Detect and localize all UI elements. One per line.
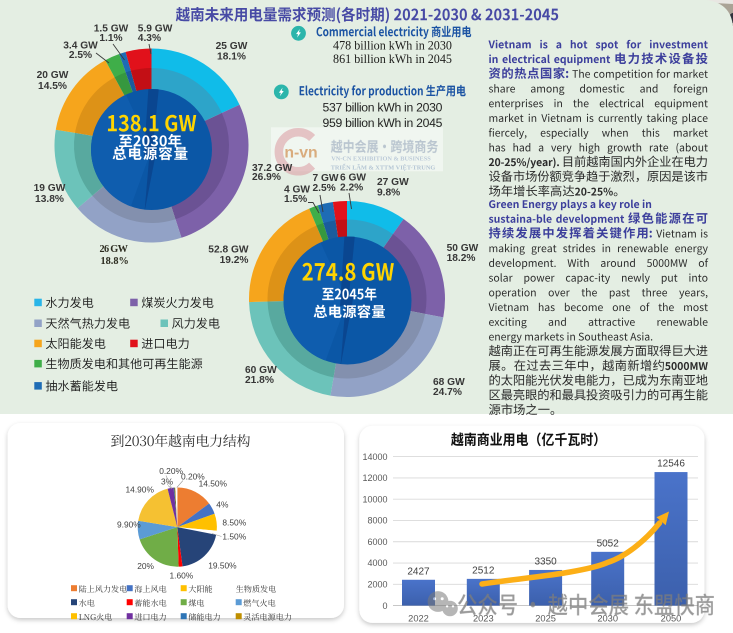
svg-text:1.1%: 1.1% [99,33,122,44]
svg-text:14.5%: 14.5% [38,81,67,92]
svg-text:9.8%: 9.8% [377,187,400,198]
svg-text:3.4 GW: 3.4 GW [63,41,98,52]
svg-text:2022: 2022 [408,613,429,623]
svg-text:14.90%: 14.90% [126,485,155,495]
svg-text:861 billion kWh in 2045: 861 billion kWh in 2045 [333,52,452,66]
svg-text:19 GW: 19 GW [34,183,66,194]
svg-text:0.20%: 0.20% [159,466,183,476]
svg-text:8000: 8000 [367,516,387,526]
svg-text:19.50%: 19.50% [208,560,237,570]
svg-text:2050: 2050 [661,613,682,623]
svg-text:13.8%: 13.8% [35,194,64,205]
svg-text:50 GW: 50 GW [447,243,479,254]
svg-text:12000: 12000 [362,473,387,483]
svg-text:14.50%: 14.50% [199,478,228,488]
svg-text:37.2 GW: 37.2 GW [252,163,293,174]
svg-text:12546: 12546 [657,459,685,470]
svg-text:1.5%: 1.5% [284,194,307,205]
svg-text:2023: 2023 [473,613,494,623]
svg-text:2025: 2025 [535,613,556,623]
svg-text:20 GW: 20 GW [37,70,69,81]
svg-text:9.90%: 9.90% [117,520,141,530]
svg-text:3350: 3350 [534,556,557,567]
svg-text:18.8%: 18.8% [101,256,129,267]
svg-text:2.5%: 2.5% [313,183,336,194]
svg-text:52.8 GW: 52.8 GW [208,244,249,255]
svg-text:959 billion kWh in 2045: 959 billion kWh in 2045 [323,116,443,130]
svg-text:1.50%: 1.50% [222,532,246,542]
svg-text:TRIỂN LÃM & XTTM VIỆT-TRUNG: TRIỂN LÃM & XTTM VIỆT-TRUNG [331,164,436,172]
svg-text:19.2%: 19.2% [220,255,249,266]
svg-text:VN-CN EXHIBITION & BUSINESS: VN-CN EXHIBITION & BUSINESS [331,156,431,163]
svg-text:6000: 6000 [367,537,387,547]
svg-text:21.8%: 21.8% [245,375,274,386]
svg-text:10000: 10000 [362,494,387,504]
svg-text:68 GW: 68 GW [433,377,465,388]
svg-text:n-vn: n-vn [284,145,317,162]
svg-text:60 GW: 60 GW [245,365,277,376]
svg-text:20%: 20% [137,561,154,571]
svg-text:2.5%: 2.5% [69,50,92,61]
svg-text:6 GW: 6 GW [340,173,366,184]
svg-text:2512: 2512 [472,565,495,576]
svg-text:4000: 4000 [367,558,387,568]
svg-text:4%: 4% [216,500,229,510]
svg-text:537 billion kWh in 2030: 537 billion kWh in 2030 [323,100,443,114]
svg-text:7 GW: 7 GW [313,173,339,184]
svg-text:3%: 3% [161,476,174,486]
svg-text:2030: 2030 [597,613,618,623]
svg-text:478 billion kWh in 2030: 478 billion kWh in 2030 [333,38,452,52]
svg-text:2.2%: 2.2% [340,183,363,194]
svg-text:2000: 2000 [367,580,387,590]
svg-text:4 GW: 4 GW [284,184,310,195]
svg-text:26.9%: 26.9% [252,172,281,183]
svg-text:4.3%: 4.3% [138,33,161,44]
svg-text:1.5 GW: 1.5 GW [94,23,129,34]
svg-text:8.50%: 8.50% [222,517,246,527]
svg-text:1.60%: 1.60% [170,571,194,581]
svg-text:0.20%: 0.20% [181,471,205,481]
svg-text:25 GW: 25 GW [216,41,248,52]
svg-text:26 GW: 26 GW [100,244,129,255]
svg-text:18.1%: 18.1% [217,51,246,62]
svg-text:18.2%: 18.2% [447,253,476,264]
svg-text:27 GW: 27 GW [377,177,409,188]
svg-text:24.7%: 24.7% [433,387,462,398]
svg-text:5.9 GW: 5.9 GW [138,23,173,34]
svg-text:0: 0 [382,601,387,611]
svg-text:2427: 2427 [407,566,430,577]
svg-text:14000: 14000 [362,452,387,462]
svg-text:5052: 5052 [597,538,620,549]
